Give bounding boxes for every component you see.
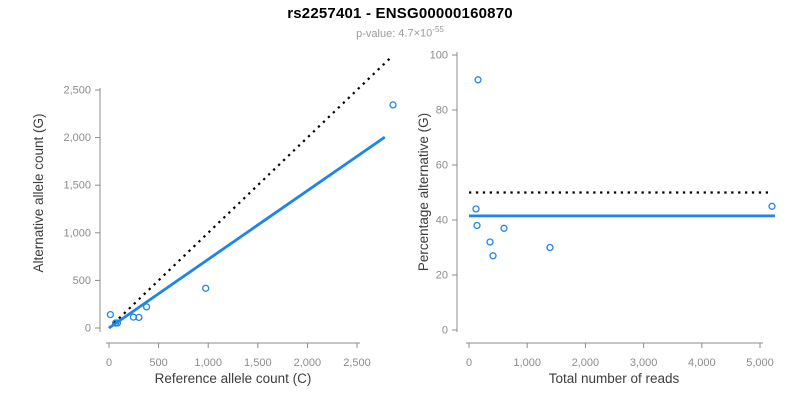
data-point [473,221,481,230]
y-tick-label: 2,000 [63,132,91,144]
x-tick-label: 1,000 [194,357,222,369]
x-tick-label: 0 [106,357,112,369]
x-tick-label: 500 [149,357,167,369]
data-point [472,205,480,213]
right-panel: 0 20 40 60 80 100 0 1,000 2,000 3,000 4,000 5,000 To… [416,50,776,386]
x-axis-title: Reference allele count (C) [155,371,312,386]
p-value-label: p-value: [356,27,396,40]
y-tick-label: 80 [436,105,448,117]
p-value-mantissa: 4.7 [398,27,414,40]
data-point [106,310,115,319]
p-value-exponent: -55 [432,25,444,34]
y-tick-label: 2,500 [63,85,91,97]
x-tick-label: 1,000 [513,357,541,369]
data-point [486,238,494,246]
x-axis-title: Total number of reads [549,371,680,386]
x-tick-label: 2,500 [343,357,371,369]
data-point [389,101,397,109]
fit-line [108,135,386,330]
data-point [500,224,508,232]
x-tick-label: 2,000 [294,357,322,369]
y-tick-label: 500 [73,275,91,287]
x-tick-label: 1,500 [244,357,272,369]
y-axis-title: Alternative allele count (G) [31,113,46,272]
p-value-times: × [413,27,421,40]
data-point [474,76,482,84]
data-point [489,252,497,260]
x-tick-label: 4,000 [688,357,716,369]
x-tick-label: 5,000 [746,357,774,369]
data-point [142,303,151,311]
y-tick-label: 0 [85,323,91,335]
data-point [768,202,776,210]
figure-title: rs2257401 - ENSG00000160870 [287,5,513,22]
data-point [202,284,210,292]
x-tick-label: 3,000 [630,357,658,369]
y-tick-label: 1,500 [63,180,91,192]
data-point [546,243,554,252]
data-point [135,313,143,322]
p-value-base: 10 [420,27,433,40]
y-tick-label: 60 [436,160,448,172]
y-tick-label: 40 [436,215,448,227]
identity-line [108,56,392,329]
y-tick-label: 20 [436,270,448,282]
y-axis-title: Percentage alternative (G) [416,113,431,271]
y-tick-label: 0 [442,325,448,337]
y-tick-label: 100 [430,50,448,62]
y-tick-label: 1,000 [63,227,91,239]
figure-subtitle: p-value: 4.7×10-55 [0,25,800,40]
x-tick-label: 2,000 [572,357,600,369]
left-panel: 0 500 1,000 1,500 2,000 2,500 0 500 1,000 1,500 2,… [31,56,397,386]
x-tick-label: 0 [466,357,472,369]
